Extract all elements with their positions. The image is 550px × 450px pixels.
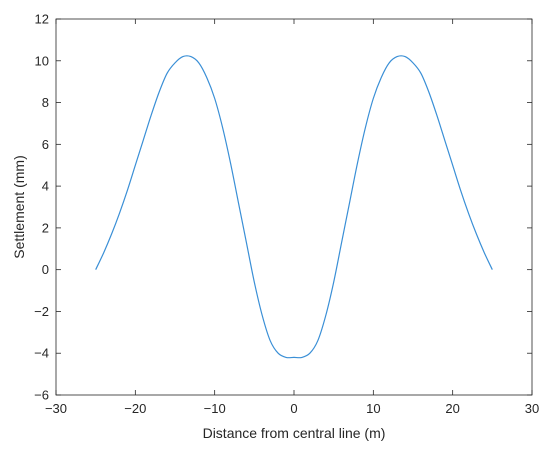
y-tick-label: −2 xyxy=(34,304,49,319)
y-tick-label: 6 xyxy=(42,137,49,152)
y-axis-label: Settlement (mm) xyxy=(11,155,27,258)
y-tick-label: 2 xyxy=(42,220,49,235)
y-tick-label: −4 xyxy=(34,346,49,361)
y-tick-label: 0 xyxy=(42,262,49,277)
y-tick-label: 10 xyxy=(35,53,49,68)
x-tick-label: 10 xyxy=(366,401,380,416)
x-tick-label: −30 xyxy=(45,401,67,416)
y-tick-label: 8 xyxy=(42,95,49,110)
x-tick-label: −10 xyxy=(204,401,226,416)
series-line xyxy=(95,55,493,359)
x-tick-label: 30 xyxy=(525,401,539,416)
x-tick-label: 0 xyxy=(290,401,297,416)
x-axis-label: Distance from central line (m) xyxy=(203,425,386,441)
y-tick-label: 4 xyxy=(42,179,49,194)
x-tick-label: −20 xyxy=(124,401,146,416)
plot-area xyxy=(56,19,532,395)
x-tick-label: 20 xyxy=(445,401,459,416)
axes-box xyxy=(55,18,533,396)
y-tick-label: −6 xyxy=(34,388,49,403)
y-tick-label: 12 xyxy=(35,12,49,27)
